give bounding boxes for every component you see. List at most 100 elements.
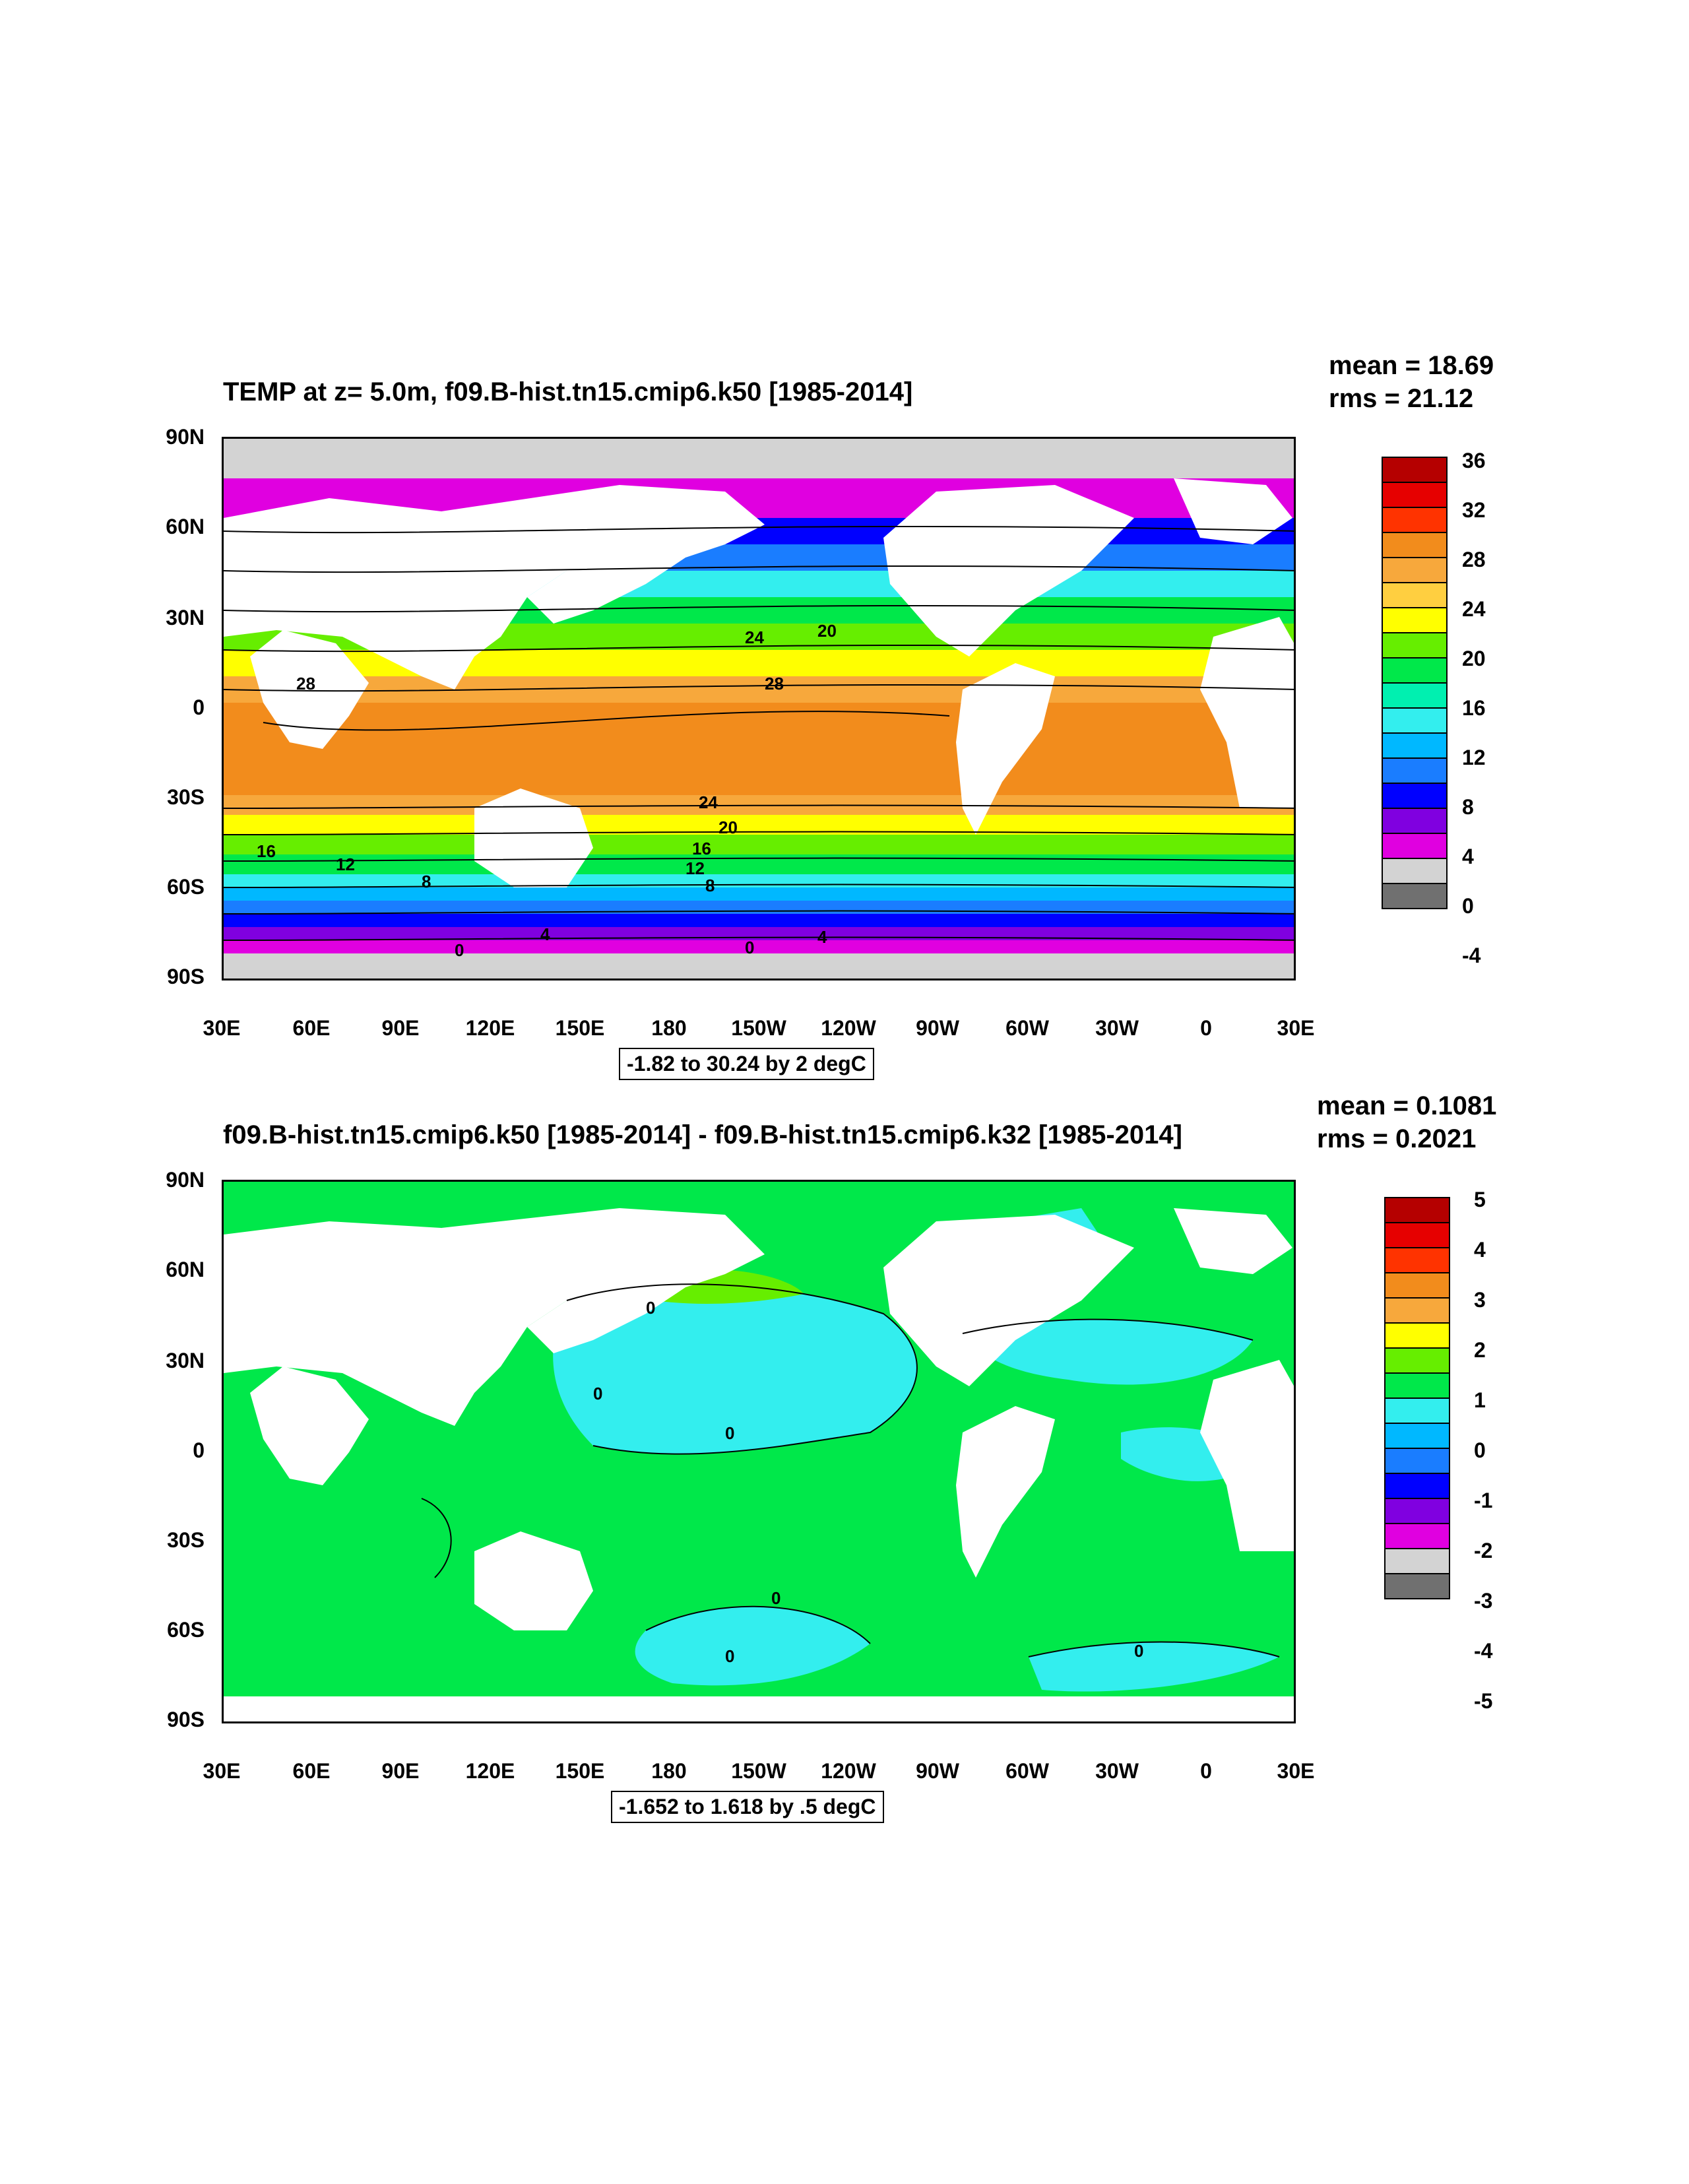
lon-label: 30E (1277, 1759, 1315, 1783)
colorbar-cell (1382, 632, 1448, 658)
colorbar-label: 2 (1474, 1338, 1486, 1362)
contour-label: 8 (705, 876, 715, 895)
temperature-map-svg: 28 24 20 28 24 20 16 12 8 16 12 8 0 4 0 … (224, 439, 1294, 979)
band-s-4 (224, 914, 1294, 927)
colorbar-cell (1384, 1498, 1450, 1524)
colorbar-cell (1382, 833, 1448, 859)
lat-label: 60N (166, 1258, 205, 1281)
lon-label: 150W (731, 1759, 786, 1783)
antarctica (224, 1696, 1294, 1721)
colorbar-cell (1382, 883, 1448, 909)
lon-label: 60W (1005, 1016, 1049, 1040)
contour-label: 0 (646, 1298, 655, 1318)
lat-label: 90S (167, 1708, 205, 1731)
contour-label: 28 (296, 674, 315, 693)
lon-label: 150W (731, 1016, 786, 1040)
colorbar-label: 28 (1462, 548, 1486, 571)
colorbar-label: -1 (1474, 1489, 1493, 1512)
colorbar-label: 1 (1474, 1388, 1486, 1412)
lon-label: 120E (465, 1016, 515, 1040)
lat-label: 30N (166, 1349, 205, 1372)
lon-label: 120E (465, 1759, 515, 1783)
colorbar-label: 20 (1462, 647, 1486, 670)
contour-label: 16 (692, 839, 711, 858)
lon-label: 150E (555, 1016, 605, 1040)
colorbar-cell (1382, 457, 1448, 483)
greenland (1174, 478, 1292, 544)
lon-label: 30W (1095, 1016, 1139, 1040)
colorbar-label: -5 (1474, 1689, 1493, 1713)
contour-line (224, 804, 1294, 809)
colorbar-cell (1382, 858, 1448, 884)
lat-label: 30N (166, 606, 205, 629)
contour-line (224, 684, 1294, 692)
africa-west (1200, 1360, 1294, 1551)
greenland (1174, 1208, 1292, 1274)
panel-temperature: TEMP at z= 5.0m, f09.B-hist.tn15.cmip6.k… (0, 0, 1689, 1080)
contour-lines (224, 525, 1294, 941)
colorbar-cell (1382, 657, 1448, 684)
australia (474, 788, 593, 887)
colorbar-cell (1384, 1448, 1450, 1474)
contour-label: 12 (685, 858, 705, 878)
continents (224, 478, 1294, 887)
band-s-8 (224, 887, 1294, 901)
contour-line (421, 1498, 452, 1578)
lon-label: 150E (555, 1759, 605, 1783)
eurasia-east (441, 485, 765, 624)
africa-north-east (250, 630, 369, 749)
lon-label: 30E (203, 1016, 241, 1040)
lon-label: 0 (1200, 1016, 1212, 1040)
colorbar-label: 4 (1462, 845, 1474, 868)
colorbar (1384, 1197, 1450, 1698)
lon-label: 0 (1200, 1759, 1212, 1783)
contour-line (645, 1605, 871, 1644)
lon-label: 180 (651, 1016, 687, 1040)
lon-label: 180 (651, 1759, 687, 1783)
panel-title: f09.B-hist.tn15.cmip6.k50 [1985-2014] - … (223, 1120, 1182, 1149)
contour-label: 20 (718, 818, 738, 837)
colorbar-label: -2 (1474, 1539, 1493, 1562)
colorbar-cell (1384, 1573, 1450, 1599)
colorbar-cell (1384, 1222, 1450, 1248)
contour-line (224, 936, 1294, 941)
contour-line (1028, 1641, 1280, 1657)
band-s-2 (224, 927, 1294, 940)
lat-label: 90N (166, 425, 205, 449)
contour-line (962, 1318, 1254, 1341)
colorbar-cell (1384, 1272, 1450, 1299)
colorbar-cell (1384, 1247, 1450, 1273)
lon-label: 90E (381, 1759, 420, 1783)
map-plot-difference: 0 0 0 0 0 0 (222, 1180, 1296, 1723)
contour-label: 24 (745, 627, 764, 647)
panel-difference: f09.B-hist.tn15.cmip6.k50 [1985-2014] - … (0, 0, 1689, 1823)
mean-value: mean = 18.69 (1329, 351, 1494, 380)
colorbar-cell (1384, 1297, 1450, 1324)
south-america (956, 1406, 1055, 1578)
lat-label: 0 (193, 695, 205, 719)
eurasia-west (224, 498, 567, 690)
colorbar-label: 32 (1462, 498, 1486, 522)
colorbar-cell (1384, 1197, 1450, 1223)
lon-label: 120W (821, 1016, 876, 1040)
colorbar-label: 3 (1474, 1288, 1486, 1312)
band-s-12 (224, 874, 1294, 887)
colorbar-label: -3 (1474, 1589, 1493, 1613)
colorbar-label: 8 (1462, 795, 1474, 819)
contour-label: 8 (422, 872, 431, 891)
contour-line (224, 831, 1294, 835)
continents (224, 1208, 1294, 1630)
contour-label: 0 (1134, 1641, 1143, 1661)
lat-label: 90N (166, 1168, 205, 1192)
australia (474, 1531, 593, 1630)
lat-label: 60N (166, 515, 205, 538)
contour-label: 28 (765, 674, 784, 693)
colorbar-cell (1384, 1473, 1450, 1499)
lon-label: 90W (916, 1016, 959, 1040)
contour-line (224, 644, 1294, 653)
colorbar-cell (1384, 1397, 1450, 1424)
colorbar-label: 5 (1474, 1188, 1486, 1211)
colorbar-cell (1384, 1322, 1450, 1349)
lat-label: 0 (193, 1438, 205, 1462)
africa-west (1200, 617, 1294, 808)
